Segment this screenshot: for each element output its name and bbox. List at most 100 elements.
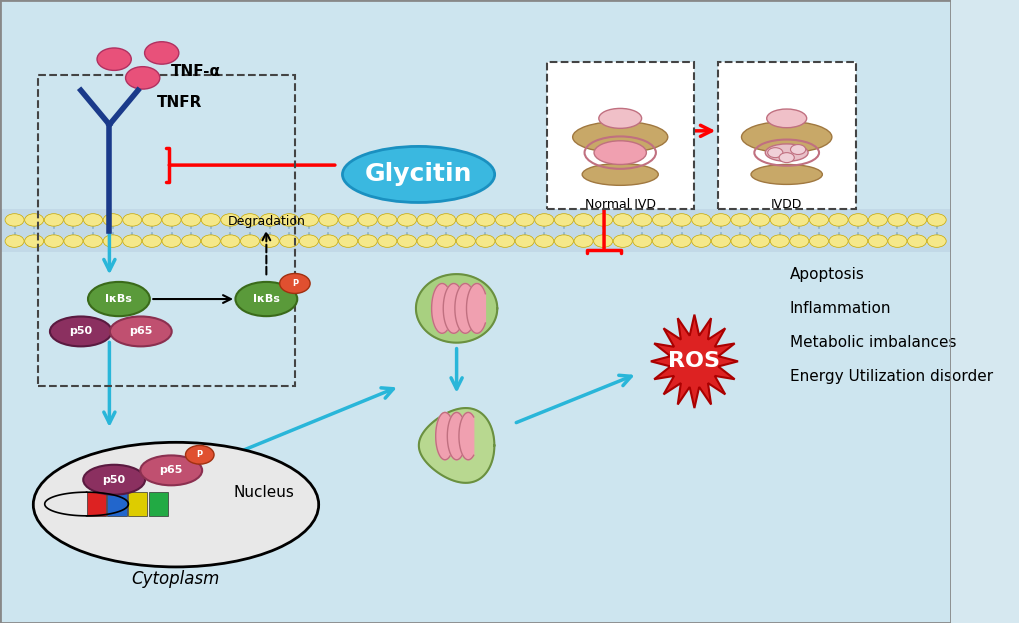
Circle shape xyxy=(24,214,44,226)
Circle shape xyxy=(534,235,553,247)
Text: Metabolic imbalances: Metabolic imbalances xyxy=(789,335,955,350)
Text: Apoptosis: Apoptosis xyxy=(789,267,863,282)
FancyBboxPatch shape xyxy=(87,492,106,516)
Polygon shape xyxy=(650,315,738,408)
FancyBboxPatch shape xyxy=(128,492,148,516)
Circle shape xyxy=(515,214,534,226)
Circle shape xyxy=(593,235,612,247)
Circle shape xyxy=(710,235,730,247)
Circle shape xyxy=(377,214,396,226)
Circle shape xyxy=(143,235,161,247)
Text: ROS: ROS xyxy=(667,351,719,371)
Circle shape xyxy=(358,235,377,247)
Text: p65: p65 xyxy=(159,465,182,475)
Circle shape xyxy=(612,214,632,226)
Circle shape xyxy=(181,235,201,247)
Circle shape xyxy=(750,214,769,226)
Circle shape xyxy=(495,235,514,247)
Text: TNF-α: TNF-α xyxy=(171,64,221,79)
Circle shape xyxy=(926,214,946,226)
Circle shape xyxy=(907,214,925,226)
Circle shape xyxy=(731,235,749,247)
Circle shape xyxy=(5,235,24,247)
Circle shape xyxy=(691,214,710,226)
Circle shape xyxy=(848,214,867,226)
FancyBboxPatch shape xyxy=(0,0,951,252)
Ellipse shape xyxy=(572,121,667,153)
Circle shape xyxy=(319,235,337,247)
Circle shape xyxy=(97,48,131,70)
Circle shape xyxy=(122,214,142,226)
Circle shape xyxy=(240,235,259,247)
Circle shape xyxy=(24,235,44,247)
Circle shape xyxy=(593,214,612,226)
Circle shape xyxy=(417,235,436,247)
Text: P: P xyxy=(197,450,203,459)
Circle shape xyxy=(455,235,475,247)
Text: P: P xyxy=(291,279,298,288)
Circle shape xyxy=(299,235,318,247)
Circle shape xyxy=(809,235,827,247)
Polygon shape xyxy=(443,283,462,333)
Ellipse shape xyxy=(598,108,641,128)
Circle shape xyxy=(632,235,651,247)
Circle shape xyxy=(143,214,161,226)
Circle shape xyxy=(84,235,103,247)
Ellipse shape xyxy=(50,316,112,346)
Polygon shape xyxy=(459,412,473,460)
Ellipse shape xyxy=(235,282,297,316)
Circle shape xyxy=(5,214,24,226)
Text: Inflammation: Inflammation xyxy=(789,301,891,316)
FancyBboxPatch shape xyxy=(107,492,126,516)
Circle shape xyxy=(103,214,122,226)
Circle shape xyxy=(888,214,906,226)
Circle shape xyxy=(828,214,847,226)
Circle shape xyxy=(185,445,214,464)
Circle shape xyxy=(162,235,180,247)
Text: Energy Utilization disorder: Energy Utilization disorder xyxy=(789,369,991,384)
Circle shape xyxy=(397,214,416,226)
Ellipse shape xyxy=(582,164,657,186)
Circle shape xyxy=(103,235,122,247)
Ellipse shape xyxy=(84,465,145,495)
Circle shape xyxy=(122,235,142,247)
Polygon shape xyxy=(416,274,497,343)
Text: Degradation: Degradation xyxy=(227,215,305,227)
Circle shape xyxy=(632,214,651,226)
Text: Normal IVD: Normal IVD xyxy=(584,198,655,211)
Text: Nucleus: Nucleus xyxy=(232,485,293,500)
Ellipse shape xyxy=(750,164,821,184)
Ellipse shape xyxy=(342,146,494,202)
Polygon shape xyxy=(466,283,485,333)
Circle shape xyxy=(436,214,455,226)
Circle shape xyxy=(888,235,906,247)
Circle shape xyxy=(279,214,299,226)
Ellipse shape xyxy=(110,316,171,346)
Ellipse shape xyxy=(593,141,646,164)
Circle shape xyxy=(809,214,827,226)
Circle shape xyxy=(672,214,691,226)
Circle shape xyxy=(554,214,573,226)
Circle shape xyxy=(769,214,789,226)
Circle shape xyxy=(125,67,160,89)
Polygon shape xyxy=(419,408,494,483)
Polygon shape xyxy=(435,412,450,460)
Text: p50: p50 xyxy=(69,326,93,336)
Circle shape xyxy=(44,235,63,247)
Circle shape xyxy=(710,214,730,226)
Circle shape xyxy=(436,235,455,247)
Circle shape xyxy=(358,214,377,226)
Text: IκBs: IκBs xyxy=(253,294,279,304)
Circle shape xyxy=(221,214,239,226)
Circle shape xyxy=(691,235,710,247)
Circle shape xyxy=(867,214,887,226)
FancyBboxPatch shape xyxy=(149,492,168,516)
Circle shape xyxy=(338,214,358,226)
Circle shape xyxy=(181,214,201,226)
Circle shape xyxy=(260,235,279,247)
Circle shape xyxy=(534,214,553,226)
Circle shape xyxy=(201,235,220,247)
Circle shape xyxy=(672,235,691,247)
Text: TNFR: TNFR xyxy=(157,95,202,110)
Circle shape xyxy=(828,235,847,247)
